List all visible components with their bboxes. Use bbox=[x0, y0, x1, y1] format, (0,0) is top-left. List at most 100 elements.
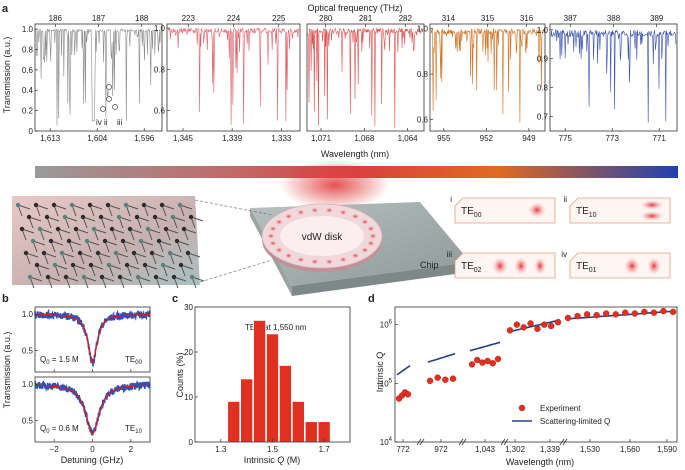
mode-intensity bbox=[492, 257, 508, 275]
disk-spot bbox=[284, 213, 293, 220]
lattice-atom bbox=[88, 262, 94, 268]
a-y-tick-label: 0.8 bbox=[537, 84, 549, 93]
mode-name: TE10 bbox=[576, 206, 597, 219]
lattice-atom bbox=[52, 262, 58, 268]
a-freq-tick-label: 187 bbox=[92, 14, 106, 23]
d-experiment-point bbox=[612, 311, 619, 318]
lattice-atom bbox=[23, 250, 29, 256]
panel-c: 0 10 20 30 1.3 1.5 1.7 bbox=[184, 303, 351, 454]
lattice-atom bbox=[70, 262, 76, 268]
c-bar bbox=[279, 365, 292, 443]
c-x-label: Intrinsic Q (M) bbox=[244, 455, 301, 465]
disk-spot bbox=[366, 225, 375, 232]
legend-experiment: Experiment bbox=[540, 404, 581, 413]
axis-break bbox=[562, 438, 568, 446]
lattice-atom bbox=[80, 214, 86, 220]
a-freq-tick-label: 224 bbox=[227, 14, 241, 23]
mode-box bbox=[569, 252, 671, 279]
lattice-atom bbox=[142, 262, 148, 268]
disk-mode-spots bbox=[267, 207, 377, 265]
a-y-tick-label: 0.6 bbox=[154, 106, 166, 115]
mode-roman-label: ii bbox=[563, 195, 567, 204]
mode-name: TE02 bbox=[461, 261, 482, 274]
d-experiment-point bbox=[404, 391, 412, 398]
lattice-atom bbox=[134, 214, 140, 220]
a-mode-markers: i ii iii iv bbox=[96, 84, 123, 127]
chip-side bbox=[292, 262, 470, 296]
a-spectrum-trace bbox=[307, 27, 424, 128]
mode-intensity bbox=[534, 257, 546, 275]
marker-circle bbox=[112, 104, 118, 110]
disk-spot bbox=[275, 218, 284, 225]
axis-break bbox=[500, 438, 506, 446]
lattice-atom bbox=[69, 202, 75, 208]
c-x-tick-label: 1.3 bbox=[215, 445, 227, 454]
a-y-tick-label: 0.6 bbox=[22, 66, 34, 75]
a-subplot-5: 1.0 0.9 0.8 0.7 387 775 388 773 389 771 bbox=[537, 14, 678, 143]
b-x-tick-label: 0 bbox=[90, 445, 95, 454]
b-y-tick-label: 1.0 bbox=[22, 380, 34, 389]
d-experiment-point bbox=[583, 311, 591, 318]
d-x-tick-label: 1,560 bbox=[620, 445, 641, 454]
d-x-tick-label: 1,339 bbox=[540, 445, 561, 454]
a-y-tick-label: 0.2 bbox=[22, 107, 34, 116]
c-bar bbox=[304, 421, 318, 443]
illustration: vdW disk Chip bbox=[12, 160, 470, 296]
a-freq-tick-label: 387 bbox=[564, 14, 578, 23]
a-freq-tick-label: 281 bbox=[359, 14, 373, 23]
disk-spot bbox=[296, 256, 305, 263]
marker-i: i bbox=[107, 89, 109, 98]
mode-intensity bbox=[514, 257, 528, 275]
d-frame bbox=[394, 306, 678, 443]
a-spectrum-trace bbox=[430, 27, 545, 123]
legend-scattering: Scattering-limited Q bbox=[540, 417, 610, 426]
a-y-tick-label: 0.8 bbox=[154, 65, 166, 74]
lattice-atom bbox=[99, 274, 105, 280]
lattice-atom bbox=[15, 202, 21, 208]
mode-profile-ii: ii TE10 bbox=[563, 195, 671, 224]
d-scattering-curve bbox=[427, 352, 456, 363]
d-experiment-point bbox=[449, 375, 457, 382]
lattice-atom bbox=[91, 226, 97, 232]
lattice-atom bbox=[160, 262, 166, 268]
panel-label-c: c bbox=[172, 293, 178, 305]
d-experiment-point bbox=[650, 309, 658, 316]
a-subplot-frame bbox=[549, 23, 678, 132]
panel-label-d: d bbox=[368, 293, 375, 305]
a-wl-tick-label: 773 bbox=[606, 134, 620, 143]
d-experiment-point bbox=[541, 321, 548, 328]
c-bar bbox=[266, 333, 279, 443]
a-freq-tick-label: 316 bbox=[520, 14, 534, 23]
b-top-mode: TE00 bbox=[125, 355, 143, 366]
d-x-tick-label: 1,590 bbox=[657, 445, 678, 454]
a-wl-tick-label: 1,604 bbox=[87, 134, 108, 143]
a-y-tick-label: 1.0 bbox=[22, 25, 34, 34]
lattice-atom bbox=[153, 274, 159, 280]
lattice-atom bbox=[113, 250, 119, 256]
marker-iii: iii bbox=[117, 118, 123, 127]
d-experiment-point bbox=[468, 361, 476, 368]
chip-label: Chip bbox=[420, 260, 439, 270]
lattice-atom bbox=[106, 262, 112, 268]
d-x-tick-label: 772 bbox=[396, 445, 410, 454]
disk-spot bbox=[351, 213, 360, 220]
c-bar bbox=[227, 401, 241, 443]
a-y-tick-label: 0.4 bbox=[22, 86, 34, 95]
lattice-atom bbox=[81, 274, 87, 280]
d-experiment-point bbox=[520, 324, 527, 331]
mode-name: TE01 bbox=[576, 261, 597, 274]
d-scattering-curve bbox=[507, 319, 561, 333]
d-legend: Experiment Scattering-limited Q bbox=[512, 404, 610, 426]
disk-spot bbox=[310, 258, 319, 265]
d-experiment-point bbox=[641, 308, 648, 316]
d-x-tick-label: 1,530 bbox=[580, 445, 601, 454]
a-wl-tick-label: 952 bbox=[480, 134, 494, 143]
mode-profile-iii: iii TE02 bbox=[447, 250, 556, 279]
panel-d: 104 105 106 772 972 1,043 1,302 1,339 1,530 1,560… bbox=[380, 306, 678, 454]
lattice-atom bbox=[170, 214, 176, 220]
disk-center bbox=[280, 216, 364, 256]
disk-spot bbox=[325, 207, 334, 214]
disk-spot bbox=[366, 240, 375, 247]
d-x-label: Wavelength (nm) bbox=[506, 457, 574, 467]
